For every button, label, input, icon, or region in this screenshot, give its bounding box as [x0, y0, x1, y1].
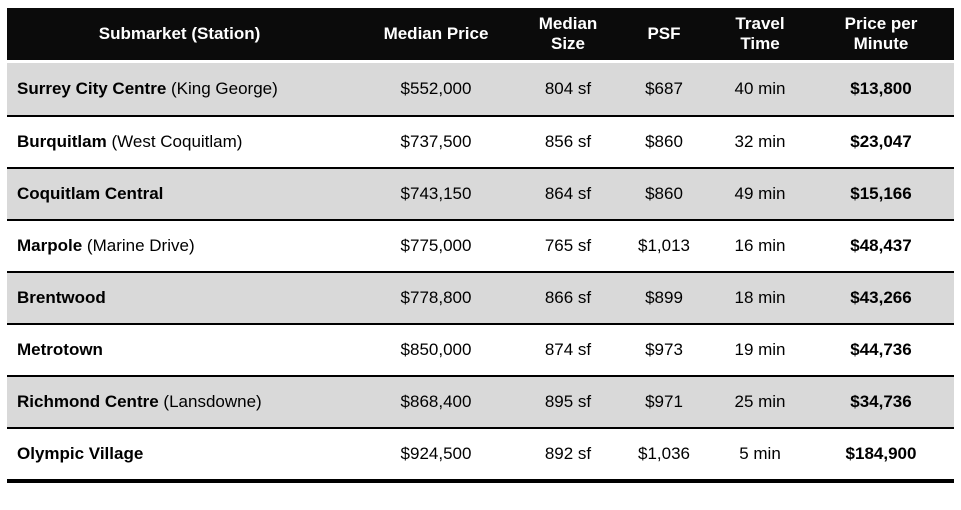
travel-time-value: 5 min [739, 444, 781, 463]
psf-value: $971 [645, 392, 683, 411]
price-per-minute-value: $44,736 [850, 340, 912, 359]
travel-time-value: 18 min [734, 288, 786, 307]
station-name: (West Coquitlam) [111, 132, 243, 151]
price-per-minute-value: $23,047 [850, 132, 912, 151]
table-row: Olympic Village $924,500 892 sf $1,036 5… [7, 427, 954, 479]
table-row: Marpole (Marine Drive) $775,000 765 sf $… [7, 219, 954, 271]
median-size-value: 892 sf [544, 444, 592, 463]
median-price-value: $743,150 [400, 184, 472, 203]
travel-time-value: 49 min [734, 184, 786, 203]
column-header-median-size: Median Size [538, 14, 598, 53]
submarket-name: Metrotown [17, 340, 103, 359]
station-name: (King George) [171, 79, 278, 98]
station-name: (Marine Drive) [86, 236, 195, 255]
submarket-cell: Burquitlam (West Coquitlam) [7, 132, 352, 152]
travel-time-value: 32 min [734, 132, 786, 151]
table-row: Brentwood $778,800 866 sf $899 18 min $4… [7, 271, 954, 323]
psf-value: $860 [645, 132, 683, 151]
psf-value: $687 [645, 79, 683, 98]
submarket-name: Burquitlam [17, 132, 107, 151]
travel-time-value: 19 min [734, 340, 786, 359]
median-price-value: $778,800 [400, 288, 472, 307]
price-per-minute-value: $34,736 [850, 392, 912, 411]
median-size-value: 864 sf [544, 184, 592, 203]
travel-time-value: 16 min [734, 236, 786, 255]
travel-time-value: 40 min [734, 79, 786, 98]
submarket-name: Brentwood [17, 288, 106, 307]
submarket-cell: Olympic Village [7, 444, 352, 464]
psf-value: $1,013 [638, 236, 690, 255]
median-size-value: 765 sf [544, 236, 592, 255]
submarket-table: Submarket (Station) Median Price Median … [7, 8, 954, 483]
psf-value: $973 [645, 340, 683, 359]
submarket-cell: Surrey City Centre (King George) [7, 79, 352, 99]
price-per-minute-value: $43,266 [850, 288, 912, 307]
price-per-minute-value: $48,437 [850, 236, 912, 255]
median-size-value: 895 sf [544, 392, 592, 411]
table-row: Metrotown $850,000 874 sf $973 19 min $4… [7, 323, 954, 375]
median-price-value: $775,000 [400, 236, 472, 255]
submarket-cell: Marpole (Marine Drive) [7, 236, 352, 256]
submarket-cell: Brentwood [7, 288, 352, 308]
median-price-value: $552,000 [400, 79, 472, 98]
median-price-value: $850,000 [400, 340, 472, 359]
submarket-name: Marpole [17, 236, 83, 255]
table-row: Coquitlam Central $743,150 864 sf $860 4… [7, 167, 954, 219]
column-header-submarket: Submarket (Station) [98, 24, 261, 44]
price-per-minute-value: $13,800 [850, 79, 912, 98]
price-per-minute-value: $15,166 [850, 184, 912, 203]
median-size-value: 804 sf [544, 79, 592, 98]
median-size-value: 866 sf [544, 288, 592, 307]
median-price-value: $737,500 [400, 132, 472, 151]
median-price-value: $924,500 [400, 444, 472, 463]
travel-time-value: 25 min [734, 392, 786, 411]
submarket-name: Surrey City Centre [17, 79, 167, 98]
table-header-row: Submarket (Station) Median Price Median … [7, 8, 954, 63]
table-row: Burquitlam (West Coquitlam) $737,500 856… [7, 115, 954, 167]
median-size-value: 856 sf [544, 132, 592, 151]
table-row: Surrey City Centre (King George) $552,00… [7, 63, 954, 115]
median-size-value: 874 sf [544, 340, 592, 359]
submarket-cell: Metrotown [7, 340, 352, 360]
submarket-cell: Richmond Centre (Lansdowne) [7, 392, 352, 412]
column-header-median-price: Median Price [383, 24, 489, 44]
submarket-cell: Coquitlam Central [7, 184, 352, 204]
psf-value: $860 [645, 184, 683, 203]
table-row: Richmond Centre (Lansdowne) $868,400 895… [7, 375, 954, 427]
column-header-price-per-minute: Price per Minute [844, 14, 918, 53]
psf-value: $1,036 [638, 444, 690, 463]
column-header-travel-time: Travel Time [735, 14, 785, 53]
price-per-minute-value: $184,900 [845, 444, 917, 463]
station-name: (Lansdowne) [163, 392, 262, 411]
submarket-name: Olympic Village [17, 444, 144, 463]
psf-value: $899 [645, 288, 683, 307]
median-price-value: $868,400 [400, 392, 472, 411]
submarket-name: Richmond Centre [17, 392, 159, 411]
column-header-psf: PSF [647, 24, 681, 44]
submarket-name: Coquitlam Central [17, 184, 164, 203]
